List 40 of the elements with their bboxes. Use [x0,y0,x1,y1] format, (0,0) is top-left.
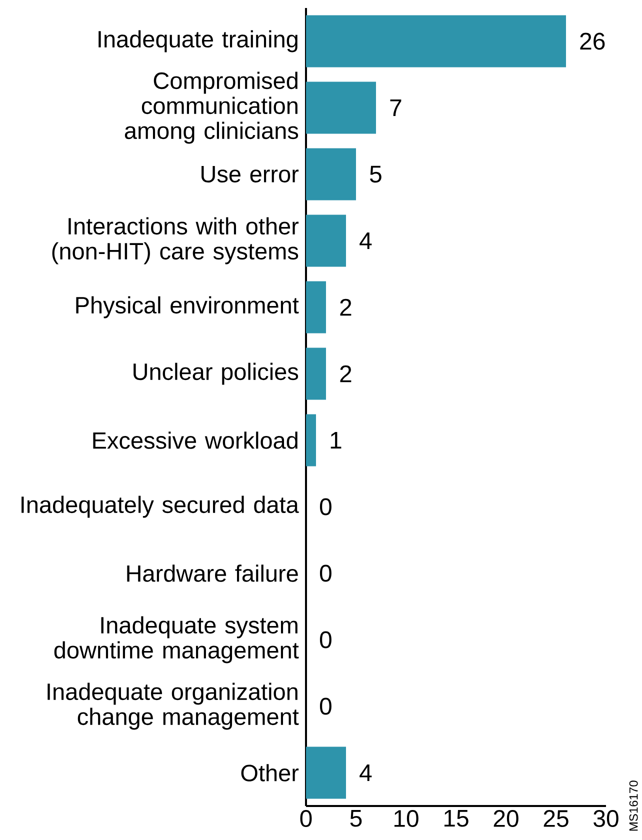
data-label: 0 [320,698,332,715]
data-label: 26 [580,32,605,50]
x-tick-label: 20 [494,810,518,828]
bar [306,348,326,400]
data-label: 1 [330,432,342,449]
y-tick-label: Use error [202,166,299,182]
data-label: 0 [320,498,332,516]
y-tick-label: Excessive workload [93,432,298,449]
bar [306,281,326,334]
bar [306,214,346,267]
bar [306,148,356,200]
data-label: 0 [320,564,332,582]
bar [306,746,346,799]
data-label: 2 [340,365,352,382]
bar [306,414,316,466]
y-tick-label: Hardware failure [127,564,298,582]
x-tick-label: 10 [394,810,418,828]
y-tick-label: Interactions with other (non-HIT) care systems [52,217,299,264]
y-tick-label: Inadequate organization change management [48,682,299,730]
data-label: 7 [390,99,402,116]
bar [306,82,376,134]
y-tick-label: Other [241,764,299,782]
y-tick-label: Unclear policies [134,362,298,385]
x-tick-label: 15 [444,810,468,827]
x-tick-label: 5 [350,810,362,827]
y-tick-label: Inadequate training [98,30,298,52]
y-tick-label: Inadequately secured data [22,496,299,518]
text: MS16170 [629,780,638,831]
x-tick-label: 30 [594,810,618,828]
x-tick-label: 0 [300,810,312,828]
data-label: 2 [340,298,352,316]
y-tick-label: Compromised communication among clinicians [124,72,298,144]
data-label: 4 [360,764,372,782]
data-label: 0 [320,631,332,648]
y-tick-label: Inadequate system downtime management [54,616,299,664]
bar [306,15,566,68]
data-label: 4 [360,232,372,250]
y-tick-label: Physical environment [76,296,299,318]
data-label: 5 [370,166,382,183]
x-tick-label: 25 [544,810,568,828]
